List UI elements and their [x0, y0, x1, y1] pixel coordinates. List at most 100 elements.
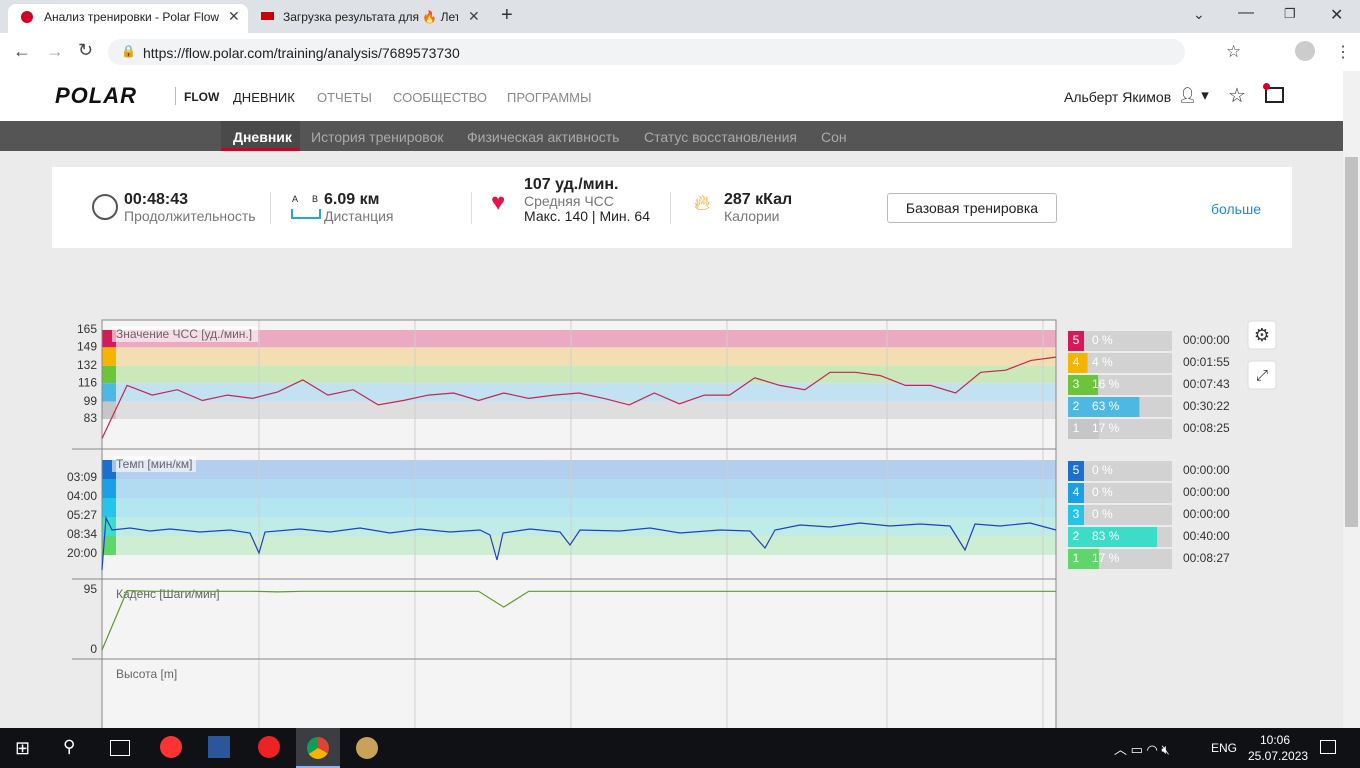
label-bg — [112, 456, 196, 472]
more-link[interactable]: больше — [1211, 201, 1261, 217]
summary-card — [52, 167, 1292, 248]
settings-button[interactable] — [1247, 320, 1277, 350]
profile[interactable] — [1295, 41, 1315, 61]
y-tick-label: 83 — [84, 411, 98, 425]
address-bar[interactable] — [108, 39, 1185, 65]
notifications[interactable] — [1320, 740, 1336, 754]
hr-label: Значение ЧСС [уд./мин.] — [116, 327, 252, 341]
app-paint[interactable] — [356, 737, 378, 759]
menu[interactable]: ⋮ — [1335, 44, 1351, 61]
y-tick-label: 149 — [77, 340, 97, 354]
zone-bar-bg — [1084, 375, 1172, 395]
distance-label: Дистанция — [324, 208, 394, 224]
zone-number-box — [1068, 331, 1084, 351]
zone-bar — [1084, 353, 1088, 373]
nav-item[interactable]: ПРОГРАММЫ — [507, 90, 592, 105]
zone-time: 00:08:27 — [1183, 551, 1230, 565]
flame-icon: 🔥︎ — [694, 190, 711, 215]
marker-b: B — [312, 194, 319, 204]
zone-bar — [1084, 375, 1099, 395]
zone-number-box — [1068, 353, 1084, 373]
logo[interactable]: POLAR — [55, 83, 137, 108]
zone-number-box — [1068, 375, 1084, 395]
tab-title: Загрузка результата для 🔥 Лет — [283, 10, 458, 24]
zone-time: 00:40:00 — [1183, 529, 1230, 543]
app-chrome[interactable] — [307, 737, 329, 759]
label-bg — [112, 326, 258, 342]
scroll-thumb[interactable] — [1345, 157, 1358, 527]
hr-zone-strip — [102, 401, 116, 419]
y-tick-label: 132 — [77, 358, 97, 372]
user-icon[interactable]: 👤︎ ▾ — [1178, 87, 1209, 104]
start-button[interactable]: ⊞ — [15, 738, 31, 758]
tab-close[interactable]: ✕ — [468, 8, 480, 24]
zone-percent: 17 % — [1092, 421, 1120, 435]
cadence-line — [101, 589, 1056, 651]
y-tick-label: 20:00 — [67, 546, 97, 560]
nav-item[interactable]: СООБЩЕСТВО — [393, 90, 487, 105]
calories-label: Калории — [724, 208, 780, 224]
messages[interactable] — [1265, 87, 1284, 103]
zone-number: 3 — [1073, 377, 1080, 391]
app-yandex[interactable] — [258, 736, 280, 758]
hr-line — [101, 356, 1057, 439]
new-tab[interactable]: + — [501, 4, 513, 26]
sport-button[interactable]: Базовая тренировка — [887, 193, 1057, 223]
pace-zone-strip — [102, 517, 116, 536]
pace-zone-band — [102, 536, 1056, 555]
cadence-label: Каденс [Шаги/мин] — [116, 587, 220, 601]
subnav-item[interactable]: Статус восстановления — [644, 129, 797, 145]
subnav-item[interactable]: Сон — [821, 129, 847, 145]
bookmark[interactable]: ☆ — [1226, 42, 1242, 61]
clock-time[interactable]: 10:06 — [1260, 733, 1291, 747]
nav-item[interactable]: ОТЧЕТЫ — [317, 90, 372, 105]
favicon — [261, 12, 274, 20]
back[interactable]: ← — [13, 41, 31, 61]
task-view[interactable] — [110, 740, 130, 756]
user-name[interactable]: Альберт Якимов — [1064, 89, 1172, 105]
y-tick-label: 95 — [84, 582, 98, 596]
close[interactable]: ✕ — [1330, 7, 1344, 24]
search-button[interactable]: ⚲ — [63, 737, 76, 756]
minimize[interactable]: — — [1238, 4, 1254, 21]
hr-zone-band — [102, 347, 1056, 366]
subnav-item[interactable]: История тренировок — [311, 129, 444, 145]
pace-label: Темп [мин/км] — [116, 457, 193, 471]
zone-percent: 0 % — [1092, 507, 1113, 521]
zone-number-box — [1068, 549, 1084, 569]
subnav-item[interactable]: Дневник — [233, 129, 292, 145]
zone-percent: 63 % — [1092, 399, 1120, 413]
zone-percent: 83 % — [1092, 529, 1120, 543]
stopwatch-icon — [92, 194, 118, 220]
tab-close[interactable]: ✕ — [228, 8, 240, 24]
zone-number: 3 — [1073, 507, 1080, 521]
nav-item[interactable]: ДНЕВНИК — [233, 90, 295, 105]
favorites[interactable]: ☆ — [1228, 85, 1246, 107]
language[interactable]: ENG — [1211, 741, 1238, 755]
clock-date[interactable]: 25.07.2023 — [1248, 749, 1309, 763]
hr-avg: 107 уд./мин. — [524, 176, 619, 193]
forward[interactable]: → — [46, 41, 64, 61]
zone-bar — [1084, 397, 1140, 417]
badge — [1263, 83, 1270, 90]
tray-icons[interactable]: ︿ ▭ ◠ 🔇︎ — [1114, 742, 1170, 757]
restore[interactable]: ❐ — [1284, 6, 1296, 21]
zone-bar — [1084, 419, 1099, 439]
pace-line — [101, 515, 1057, 571]
altitude-label: Высота [m] — [116, 667, 177, 681]
tab-search[interactable]: ⌄ — [1193, 6, 1205, 22]
zone-bar-bg — [1084, 419, 1172, 439]
app-yandex-browser[interactable] — [160, 736, 182, 758]
marker-a: A — [292, 194, 299, 204]
site-header — [0, 71, 1343, 121]
app-word[interactable] — [208, 736, 230, 758]
zone-bar-bg — [1084, 331, 1172, 351]
hr-zone-strip — [102, 365, 116, 384]
subnav-item[interactable]: Физическая активность — [467, 129, 620, 145]
y-tick-label: 08:34 — [67, 527, 97, 541]
reload[interactable]: ↻ — [78, 40, 94, 60]
expand-button[interactable] — [1247, 360, 1277, 390]
y-tick-label: 05:27 — [67, 508, 97, 522]
tab[interactable] — [8, 4, 248, 33]
